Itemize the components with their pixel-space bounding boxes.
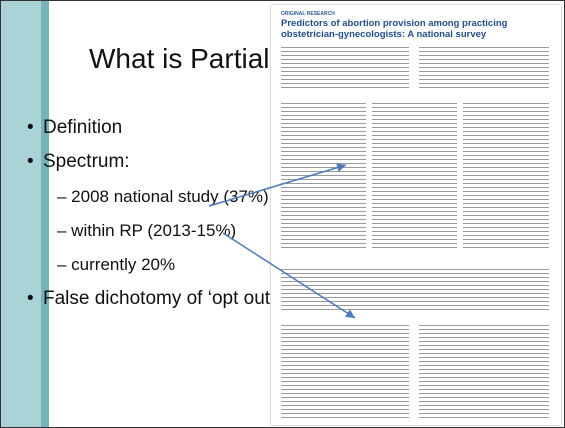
slide: What is Partial Partici Definition Spect… xyxy=(0,0,565,428)
arrow xyxy=(223,233,355,318)
arrows xyxy=(1,1,564,427)
arrow xyxy=(209,165,346,206)
